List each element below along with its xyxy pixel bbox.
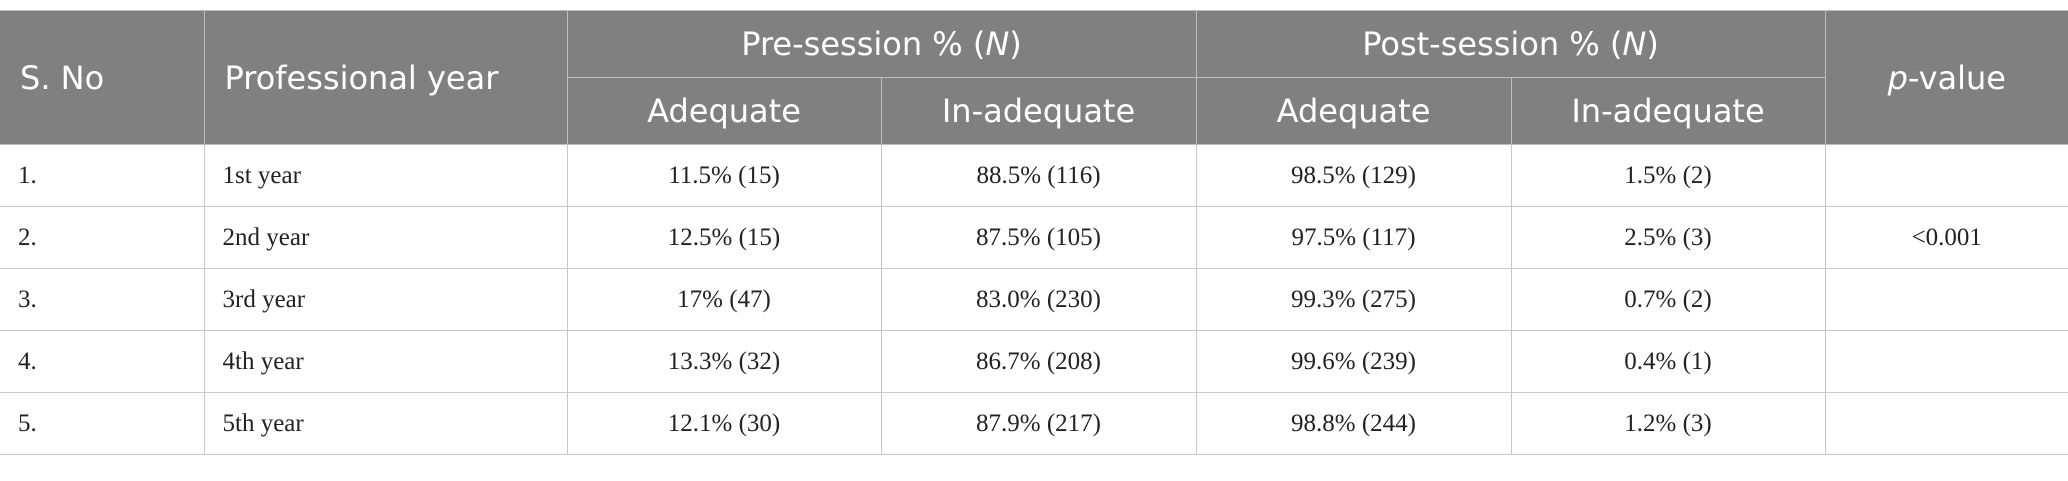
header-text: N [985,25,1010,63]
header-row: Adequate In-adequate Adequate In-adequat… [0,77,2068,145]
header-cell: p-value [1824,10,2068,145]
table-cell: 87.5% (105) [880,206,1197,269]
p-value: <0.001 [1911,223,1982,251]
table-cell: 1.5% (2) [1510,144,1826,207]
table-cell: 1st year [203,144,568,207]
table-cell: 5. [0,392,205,455]
table-row: 5. 5th year 12.1% (30) 87.9% (217) 98.8% (24… [0,392,2068,455]
p-value-cell [1824,144,2068,207]
table-cell: 4. [0,330,205,393]
header-cell: Professional year [203,10,568,145]
table-cell: 17% (47) [566,268,882,331]
table-cell: 0.4% (1) [1510,330,1826,393]
header-text: ) [1646,25,1659,63]
table-cell: 1.2% (3) [1510,392,1826,455]
table-cell: 12.5% (15) [566,206,882,269]
header-text: -value [1907,58,2006,97]
header-text: p [1887,58,1908,97]
table-body: 1. 1st year 11.5% (15) 88.5% (116) 98.5% (12… [0,144,2068,455]
table-row: 4. 4th year 13.3% (32) 86.7% (208) 99.6% (23… [0,330,2068,393]
table-cell: 11.5% (15) [566,144,882,207]
table-cell: 88.5% (116) [880,144,1197,207]
header-cell: S. No [0,10,205,145]
header-text: Pre-session % ( [741,25,986,63]
table-cell: 97.5% (117) [1195,206,1512,269]
table-cell: 99.6% (239) [1195,330,1512,393]
table-row: 1. 1st year 11.5% (15) 88.5% (116) 98.5% (12… [0,144,2068,207]
header-cell: Adequate [1195,77,1512,145]
header-cell: In-adequate [1510,77,1826,145]
table-cell: 4th year [203,330,568,393]
table-cell: 3rd year [203,268,568,331]
table-cell: 98.5% (129) [1195,144,1512,207]
table-row: 2. 2nd year 12.5% (15) 87.5% (105) 97.5% (11… [0,206,2068,269]
table-cell: 2nd year [203,206,568,269]
header-cell: Adequate [566,77,882,145]
table-cell: 1. [0,144,205,207]
table-header: S. No Professional year Pre-session % (N… [0,10,2068,145]
table-cell: 2. [0,206,205,269]
table-cell: 83.0% (230) [880,268,1197,331]
table-row: 3. 3rd year 17% (47) 83.0% (230) 99.3% (275)… [0,268,2068,331]
p-value-cell: <0.001 [1824,206,2068,269]
table-cell: 13.3% (32) [566,330,882,393]
header-cell: In-adequate [880,77,1197,145]
table-cell: 0.7% (2) [1510,268,1826,331]
header-text: N [1622,25,1647,63]
table-cell: 86.7% (208) [880,330,1197,393]
header-text: Post-session % ( [1362,25,1623,63]
data-table: S. No Professional year Pre-session % (N… [0,10,2068,455]
header-cell: Pre-session % (N) [566,10,1197,78]
header-cell: Post-session % (N) [1195,10,1826,78]
p-value-cell [1824,392,2068,455]
p-value-cell [1824,330,2068,393]
header-text: ) [1009,25,1022,63]
body: S. No Professional year Pre-session % (N… [0,10,2068,481]
table-cell: 3. [0,268,205,331]
header-row: S. No Professional year Pre-session % (N… [0,10,2068,145]
table-cell: 87.9% (217) [880,392,1197,455]
table-cell: 12.1% (30) [566,392,882,455]
p-value-cell [1824,268,2068,331]
table-cell: 5th year [203,392,568,455]
table-cell: 98.8% (244) [1195,392,1512,455]
table-cell: 99.3% (275) [1195,268,1512,331]
table-cell: 2.5% (3) [1510,206,1826,269]
